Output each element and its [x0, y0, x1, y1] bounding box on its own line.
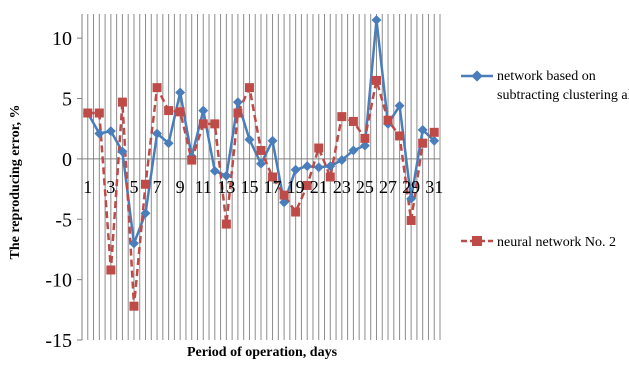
series-1-point [163, 138, 174, 149]
series-1-point [198, 105, 209, 116]
x-tick-label: 17 [264, 177, 282, 197]
series-1-point [429, 135, 440, 146]
series-2-point [164, 106, 174, 116]
y-tick-label: 5 [62, 89, 72, 111]
series-1-point [105, 126, 116, 137]
legend-marker-series-1 [471, 70, 483, 82]
series-2-point [244, 83, 254, 93]
series-2-point [406, 215, 416, 225]
series-2-point [360, 133, 370, 143]
y-tick-labels: -15 -10 -5 0 5 10 [45, 28, 72, 352]
series-1-point [371, 15, 382, 25]
x-tick-label: 3 [106, 177, 115, 197]
x-tick-label: 7 [153, 177, 162, 197]
legend-item-series-2: neural network No. 2 [461, 235, 616, 250]
series-1-point [175, 87, 186, 98]
x-tick-label: 13 [217, 177, 235, 197]
x-tick-label: 21 [310, 177, 328, 197]
legend: network based on subtracting clustering … [461, 69, 629, 250]
series-1-point [325, 161, 336, 172]
x-tick-label: 15 [240, 177, 258, 197]
series-2-point [291, 207, 301, 217]
series-2-point [279, 190, 289, 200]
series-1-point [221, 170, 232, 181]
y-tick-label: 0 [62, 149, 72, 171]
series-1-point [359, 140, 370, 151]
x-tick-labels: 1 3 5 7 9 11 13 15 17 19 21 23 25 27 29 31 [83, 177, 443, 197]
x-tick-label: 29 [402, 177, 420, 197]
series-2-point [395, 131, 405, 141]
series-2-point [233, 108, 243, 118]
x-tick-label: 9 [176, 177, 185, 197]
series-1-point [152, 128, 163, 139]
legend-label-series-2: neural network No. 2 [497, 235, 616, 250]
series-1-point [117, 146, 128, 157]
series-1-point [417, 124, 428, 135]
series-2-point [256, 145, 266, 155]
series-markers [82, 15, 440, 311]
series-1-point [209, 166, 220, 176]
y-tick-label: -10 [45, 270, 72, 292]
series-1-point [140, 208, 151, 219]
y-tick-label: -15 [45, 330, 72, 352]
series-2-point [106, 265, 116, 275]
series-2-point [198, 119, 208, 129]
series-1-point [336, 155, 347, 166]
series-2-point [348, 116, 358, 126]
x-tick-label: 5 [129, 177, 138, 197]
series-2-point [337, 112, 347, 122]
series-2-point [314, 143, 324, 153]
x-tick-label: 25 [356, 177, 374, 197]
x-tick-label: 1 [83, 177, 92, 197]
series-2-point [268, 172, 278, 182]
series-1-point [94, 128, 105, 139]
series-1-point [232, 97, 243, 108]
series-2-point [302, 180, 312, 190]
series-2-point [187, 155, 197, 165]
series-2-point [221, 219, 231, 229]
series-1-point [279, 197, 290, 208]
series-1-point [256, 158, 266, 169]
series-1-point [267, 135, 278, 146]
legend-label-series-1: network based on subtracting clustering … [497, 69, 629, 103]
x-axis-title: Period of operation, days [187, 345, 338, 360]
x-tick-label: 23 [333, 177, 351, 197]
series-2-point [371, 75, 381, 85]
x-tick-label: 19 [287, 177, 305, 197]
series-2-point [175, 107, 185, 117]
series-2-point [152, 83, 162, 93]
legend-item-series-1: network based on subtracting clustering … [461, 69, 629, 103]
series-2-point [210, 119, 220, 129]
series-2-point [117, 97, 127, 107]
series-2-point [83, 108, 93, 118]
series-1-point [313, 162, 324, 173]
x-tick-label: 11 [195, 177, 212, 197]
series-1-point [244, 134, 255, 145]
x-tick-label: 31 [425, 177, 443, 197]
series-1-point [406, 193, 417, 204]
series-2-point [129, 301, 139, 311]
series-1-point [290, 164, 301, 175]
series-1-point [348, 145, 359, 156]
series-1-point [302, 161, 313, 172]
y-axis-title: The reproducing error, % [8, 104, 23, 259]
series-2-point [429, 127, 439, 137]
legend-marker-series-2 [472, 236, 482, 246]
series-1-point [129, 238, 139, 249]
y-tick-label: -5 [55, 209, 72, 231]
series-2-point [383, 115, 393, 125]
x-tick-label: 27 [379, 177, 397, 197]
series-2-point [418, 138, 428, 148]
y-tick-label: 10 [52, 28, 72, 50]
series-2-point [325, 172, 335, 182]
series-2-point [141, 179, 151, 189]
series-2-point [94, 108, 104, 118]
